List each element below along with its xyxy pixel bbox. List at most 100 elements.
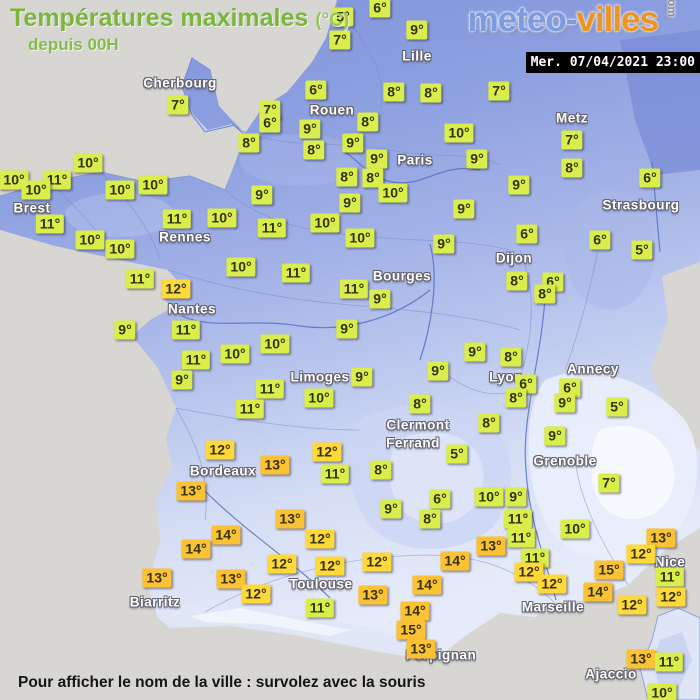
temp-badge[interactable]: 12°	[362, 552, 392, 572]
temp-badge[interactable]: 7°	[329, 30, 351, 50]
temp-badge[interactable]: 13°	[406, 639, 436, 659]
temp-badge[interactable]: 9°	[114, 320, 136, 340]
temp-badge[interactable]: 9°	[505, 487, 527, 507]
temp-badge[interactable]: 13°	[626, 649, 656, 669]
temp-badge[interactable]: 14°	[583, 582, 613, 602]
meteo-villes-logo[interactable]: meteo-villes .com	[468, 0, 686, 40]
temp-badge[interactable]: 5°	[606, 397, 628, 417]
temp-badge[interactable]: 14°	[211, 525, 241, 545]
temp-badge[interactable]: 9°	[464, 342, 486, 362]
temp-badge[interactable]: 6°	[429, 489, 451, 509]
temp-badge[interactable]: 11°	[281, 263, 311, 283]
temp-badge[interactable]: 11°	[125, 269, 155, 289]
temp-badge[interactable]: 10°	[75, 230, 105, 250]
temp-badge[interactable]: 5°	[631, 240, 653, 260]
temp-badge[interactable]: 9°	[406, 20, 428, 40]
temp-badge[interactable]: 9°	[508, 175, 530, 195]
temp-badge[interactable]: 6°	[559, 378, 581, 398]
temp-badge[interactable]: 12°	[626, 544, 656, 564]
temp-badge[interactable]: 12°	[514, 562, 544, 582]
temp-badge[interactable]: 13°	[476, 536, 506, 556]
temp-badge[interactable]: 12°	[267, 554, 297, 574]
temp-badge[interactable]: 10°	[105, 180, 135, 200]
temp-badge[interactable]: 8°	[534, 284, 556, 304]
temp-badge[interactable]: 8°	[506, 271, 528, 291]
temp-badge[interactable]: 11°	[320, 464, 350, 484]
temp-badge[interactable]: 9°	[299, 119, 321, 139]
temp-badge[interactable]: 13°	[358, 585, 388, 605]
temp-badge[interactable]: 11°	[655, 567, 685, 587]
temp-badge[interactable]: 9°	[427, 361, 449, 381]
temp-badge[interactable]: 10°	[647, 683, 677, 700]
temp-badge[interactable]: 9°	[366, 149, 388, 169]
temp-badge[interactable]: 9°	[554, 393, 576, 413]
temp-badge[interactable]: 6°	[259, 113, 281, 133]
temp-badge[interactable]: 11°	[305, 598, 335, 618]
temp-badge[interactable]: 10°	[138, 175, 168, 195]
temp-badge[interactable]: 5°	[446, 444, 468, 464]
temp-badge[interactable]: 10°	[73, 153, 103, 173]
temp-badge[interactable]: 12°	[656, 587, 686, 607]
temp-badge[interactable]: 8°	[370, 460, 392, 480]
temp-badge[interactable]: 11°	[181, 350, 211, 370]
temp-badge[interactable]: 6°	[639, 168, 661, 188]
temp-badge[interactable]: 9°	[544, 426, 566, 446]
temp-badge[interactable]: 15°	[396, 620, 426, 640]
temp-badge[interactable]: 13°	[142, 568, 172, 588]
temp-badge[interactable]: 10°	[21, 180, 51, 200]
temp-badge[interactable]: 5°	[332, 7, 354, 27]
temp-badge[interactable]: 6°	[589, 230, 611, 250]
temp-badge[interactable]: 10°	[220, 344, 250, 364]
temp-badge[interactable]: 7°	[488, 81, 510, 101]
temp-badge[interactable]: 10°	[105, 239, 135, 259]
temp-badge[interactable]: 8°	[383, 82, 405, 102]
temp-badge[interactable]: 11°	[235, 399, 265, 419]
temp-badge[interactable]: 12°	[161, 279, 191, 299]
temp-badge[interactable]: 8°	[420, 83, 442, 103]
temp-badge[interactable]: 8°	[409, 394, 431, 414]
temp-badge[interactable]: 8°	[561, 158, 583, 178]
temp-badge[interactable]: 11°	[255, 379, 285, 399]
temp-badge[interactable]: 8°	[505, 388, 527, 408]
temp-badge[interactable]: 7°	[598, 473, 620, 493]
temp-badge[interactable]: 9°	[171, 370, 193, 390]
temp-badge[interactable]: 9°	[251, 185, 273, 205]
temp-badge[interactable]: 6°	[369, 0, 391, 18]
temp-badge[interactable]: 12°	[312, 442, 342, 462]
temp-badge[interactable]: 15°	[594, 560, 624, 580]
temp-badge[interactable]: 13°	[646, 528, 676, 548]
temp-badge[interactable]: 10°	[378, 183, 408, 203]
temp-badge[interactable]: 12°	[617, 595, 647, 615]
temp-badge[interactable]: 9°	[453, 199, 475, 219]
temp-badge[interactable]: 13°	[275, 509, 305, 529]
temp-badge[interactable]: 13°	[176, 481, 206, 501]
temp-badge[interactable]: 8°	[336, 167, 358, 187]
temp-badge[interactable]: 12°	[537, 574, 567, 594]
temp-badge[interactable]: 14°	[400, 601, 430, 621]
temp-badge[interactable]: 9°	[339, 193, 361, 213]
temp-badge[interactable]: 8°	[303, 140, 325, 160]
temp-badge[interactable]: 8°	[238, 133, 260, 153]
temp-badge[interactable]: 11°	[654, 652, 684, 672]
temp-badge[interactable]: 9°	[466, 149, 488, 169]
temp-badge[interactable]: 14°	[440, 551, 470, 571]
temp-badge[interactable]: 14°	[181, 539, 211, 559]
temp-badge[interactable]: 9°	[380, 499, 402, 519]
temp-badge[interactable]: 13°	[216, 569, 246, 589]
temp-badge[interactable]: 10°	[310, 213, 340, 233]
temp-badge[interactable]: 8°	[419, 509, 441, 529]
temp-badge[interactable]: 11°	[506, 528, 536, 548]
temp-badge[interactable]: 10°	[260, 334, 290, 354]
temp-badge[interactable]: 8°	[478, 413, 500, 433]
temp-badge[interactable]: 8°	[500, 347, 522, 367]
temp-badge[interactable]: 13°	[260, 455, 290, 475]
temp-badge[interactable]: 10°	[444, 123, 474, 143]
temp-badge[interactable]: 14°	[412, 575, 442, 595]
temp-badge[interactable]: 6°	[516, 224, 538, 244]
temp-badge[interactable]: 7°	[167, 95, 189, 115]
temp-badge[interactable]: 8°	[362, 168, 384, 188]
temp-badge[interactable]: 10°	[207, 208, 237, 228]
temp-badge[interactable]: 9°	[336, 319, 358, 339]
temp-badge[interactable]: 7°	[561, 130, 583, 150]
temp-badge[interactable]: 12°	[205, 440, 235, 460]
